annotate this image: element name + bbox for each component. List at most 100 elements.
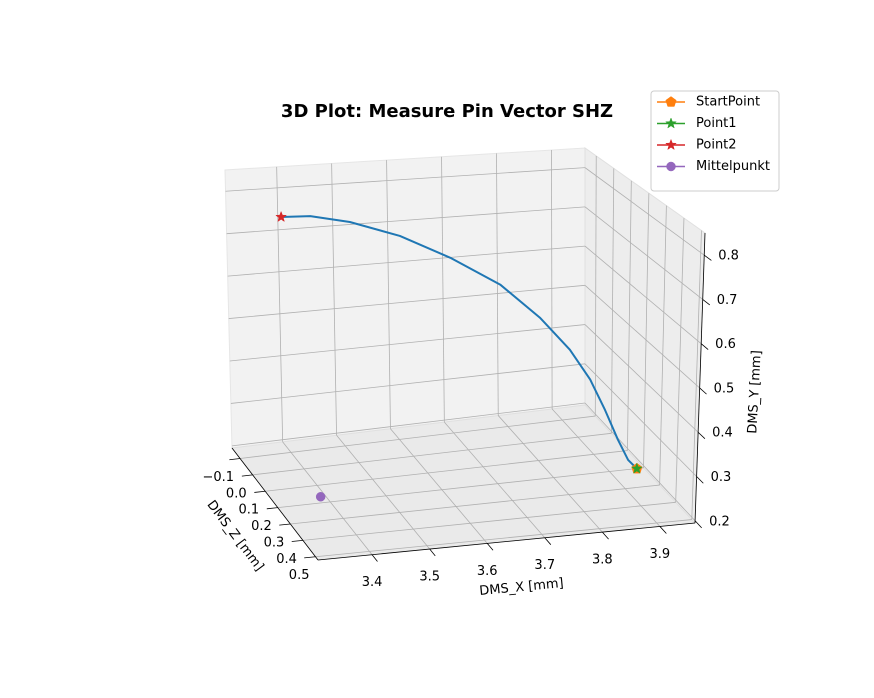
tick-mark bbox=[254, 490, 266, 493]
grid-line bbox=[659, 205, 667, 486]
grid-line bbox=[226, 206, 586, 235]
tick-mark bbox=[702, 299, 711, 306]
z-axis-line bbox=[231, 447, 319, 561]
legend-label: Mittelpunkt bbox=[696, 159, 770, 174]
grid-line bbox=[277, 467, 644, 508]
grid-line bbox=[584, 363, 697, 477]
grid-line bbox=[315, 519, 692, 558]
tick-mark bbox=[696, 476, 704, 484]
grid-line bbox=[584, 206, 703, 300]
chart-title: 3D Plot: Measure Pin Vector SHZ bbox=[281, 101, 613, 122]
tick-mark bbox=[697, 431, 706, 439]
grid-line bbox=[496, 153, 499, 416]
z-tick-label: 0.0 bbox=[226, 486, 247, 501]
grid-line bbox=[584, 285, 700, 389]
data-point bbox=[315, 492, 326, 502]
grid-line bbox=[584, 245, 702, 344]
grid-line bbox=[441, 156, 445, 423]
grid-line bbox=[228, 284, 586, 319]
y-tick-label: 0.7 bbox=[717, 293, 738, 308]
grid-line bbox=[229, 324, 586, 362]
tick-mark bbox=[291, 539, 303, 542]
tick-mark bbox=[699, 387, 707, 395]
grid-line bbox=[230, 363, 586, 404]
grid-line bbox=[336, 435, 430, 550]
y-axis-label: DMS_Y [mm] bbox=[745, 350, 764, 434]
grid-line bbox=[390, 428, 488, 544]
legend-marker bbox=[666, 161, 676, 172]
grid-line bbox=[675, 218, 685, 503]
grid-line bbox=[594, 155, 597, 417]
grid-line bbox=[643, 193, 650, 468]
z-tick-label: 0.3 bbox=[264, 535, 285, 550]
y-tick-label: 0.6 bbox=[715, 337, 736, 352]
legend-marker bbox=[665, 96, 677, 107]
x-axis-line bbox=[317, 522, 696, 561]
grid-line bbox=[584, 402, 696, 522]
grid-line bbox=[610, 168, 615, 434]
tick-mark bbox=[486, 543, 494, 551]
y-tick-label: 0.3 bbox=[711, 470, 732, 485]
grid-line bbox=[227, 245, 586, 277]
grid-line bbox=[331, 163, 337, 436]
data-point bbox=[630, 462, 643, 474]
grid-line bbox=[691, 230, 702, 520]
grid-line bbox=[265, 450, 628, 492]
tick-mark bbox=[602, 531, 609, 540]
z-tick-label: 0.5 bbox=[289, 568, 310, 583]
x-axis-label: DMS_X [mm] bbox=[479, 576, 565, 599]
tick-mark bbox=[694, 520, 702, 529]
grid-line bbox=[584, 324, 699, 433]
tick-mark bbox=[659, 526, 667, 534]
y-axis-line bbox=[694, 232, 706, 524]
tick-mark bbox=[241, 474, 253, 477]
grid-line bbox=[627, 180, 632, 451]
tick-mark bbox=[304, 556, 316, 559]
tick-mark bbox=[700, 343, 709, 350]
z-tick-label: 0.4 bbox=[276, 552, 297, 567]
y-tick-label: 0.2 bbox=[709, 514, 730, 529]
data-line bbox=[281, 215, 638, 470]
grid-line bbox=[302, 501, 676, 541]
grid-line bbox=[386, 160, 391, 429]
legend-marker bbox=[665, 117, 677, 129]
tick-mark bbox=[229, 458, 241, 461]
tick-mark bbox=[429, 548, 436, 557]
y-tick-label: 0.4 bbox=[712, 426, 733, 441]
grid-line bbox=[551, 408, 661, 527]
z-tick-label: −0.1 bbox=[202, 470, 234, 485]
x-tick-label: 3.4 bbox=[362, 575, 383, 590]
pane-back bbox=[224, 147, 586, 449]
x-tick-label: 3.7 bbox=[534, 558, 555, 573]
tick-mark bbox=[544, 537, 552, 545]
grid-line bbox=[497, 415, 603, 533]
tick-mark bbox=[371, 554, 378, 562]
x-tick-label: 3.6 bbox=[477, 564, 498, 579]
tick-mark bbox=[266, 507, 278, 510]
tick-mark bbox=[703, 254, 712, 261]
grid-line bbox=[252, 432, 612, 476]
x-tick-label: 3.8 bbox=[592, 553, 613, 568]
data-point bbox=[275, 210, 288, 223]
grid-line bbox=[276, 166, 284, 442]
z-tick-label: 0.2 bbox=[251, 519, 272, 534]
grid-line bbox=[282, 441, 373, 555]
legend-label: Point2 bbox=[696, 138, 737, 153]
grid-line bbox=[444, 421, 546, 539]
y-tick-label: 0.8 bbox=[718, 249, 739, 264]
z-tick-label: 0.1 bbox=[239, 503, 260, 518]
legend-marker bbox=[665, 138, 677, 151]
grid-line bbox=[551, 150, 553, 410]
x-tick-label: 3.9 bbox=[650, 547, 671, 562]
grid-line bbox=[225, 167, 586, 192]
legend-label: StartPoint bbox=[696, 95, 760, 110]
legend-label: Point1 bbox=[696, 116, 737, 131]
grid-line bbox=[584, 167, 705, 256]
tick-mark bbox=[279, 523, 291, 526]
grid-line bbox=[231, 402, 586, 447]
grid-line bbox=[290, 484, 660, 525]
x-tick-label: 3.5 bbox=[419, 570, 440, 585]
grid-line bbox=[239, 415, 596, 459]
y-tick-label: 0.5 bbox=[714, 381, 735, 396]
